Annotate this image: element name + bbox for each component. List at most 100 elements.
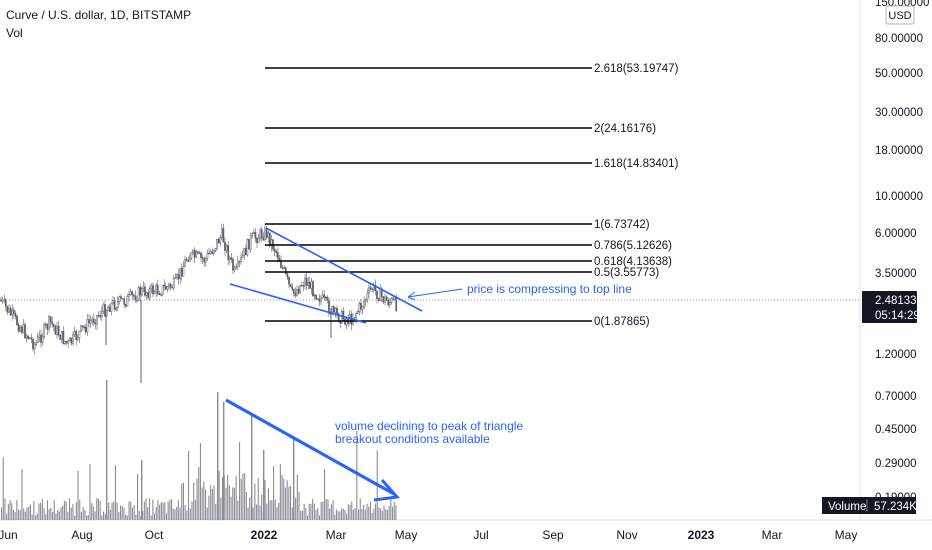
volume-bar	[103, 511, 105, 520]
price-note-arrow	[407, 288, 463, 298]
candle-body	[259, 229, 262, 239]
triangle-bottom-line	[229, 283, 367, 324]
volume-bar	[206, 507, 208, 520]
volume-bar	[77, 470, 79, 520]
candle-body	[249, 235, 252, 250]
volume-bar	[140, 515, 142, 520]
candle-body	[252, 232, 255, 234]
volume-bar	[160, 502, 162, 520]
candle-body	[113, 300, 116, 310]
volume-bar	[329, 508, 331, 520]
volume-bar	[29, 504, 31, 520]
candle-body	[264, 227, 266, 241]
volume-bar	[141, 460, 143, 520]
candle-body	[132, 294, 135, 297]
candle-body	[153, 291, 156, 295]
candle-body	[83, 326, 86, 329]
symbol-title[interactable]: Curve / U.S. dollar, 1D, BITSTAMP	[6, 8, 192, 22]
candle-body	[137, 286, 140, 301]
volume-bar	[69, 498, 71, 520]
volume-bar	[60, 507, 62, 520]
volume-bar	[40, 502, 42, 520]
volume-bar	[84, 509, 86, 520]
candle-body	[281, 267, 284, 269]
candle-body	[161, 284, 164, 295]
volume-bar	[205, 489, 207, 520]
volume-bar	[278, 502, 280, 520]
candle-body	[292, 288, 295, 294]
volume-bar	[24, 511, 26, 520]
candle-body	[73, 330, 76, 335]
candle-body	[78, 330, 81, 339]
volume-bar	[244, 473, 246, 520]
candle-body	[92, 318, 95, 324]
volume-bar	[332, 500, 334, 520]
volume-bar	[393, 502, 395, 520]
candle-body	[254, 232, 257, 239]
candle-body	[374, 284, 377, 291]
candle-body	[112, 300, 114, 304]
candle-body	[68, 337, 71, 342]
volume-readout-label: Volume	[828, 501, 866, 513]
volume-bar	[218, 470, 220, 520]
volume-bar	[33, 501, 35, 520]
triangle-top-line	[265, 227, 423, 312]
price-tick-label: 18.00000	[875, 145, 923, 157]
candle-body	[80, 325, 82, 332]
volume-bar	[75, 502, 77, 520]
volume-bar	[89, 463, 91, 520]
volume-bar	[109, 509, 111, 520]
candle-body	[225, 245, 228, 252]
volume-bar	[101, 515, 103, 520]
candle-body	[24, 324, 26, 339]
candle-body	[20, 326, 23, 333]
candle-body	[358, 302, 361, 312]
candle-body	[91, 318, 94, 322]
volume-bar	[273, 466, 275, 520]
volume-bar	[368, 506, 370, 520]
volume-bar	[239, 441, 241, 520]
volume-bar	[237, 500, 239, 520]
candle-body	[88, 319, 90, 324]
candle-body	[145, 292, 148, 296]
candle-body	[340, 310, 343, 324]
candle-body	[289, 283, 292, 287]
volume-bar	[137, 474, 139, 520]
candle-body	[328, 300, 330, 314]
candle-body	[219, 237, 222, 244]
candle-body	[296, 288, 298, 297]
price-tick-label: 80.00000	[875, 33, 923, 45]
candle-body	[206, 252, 209, 259]
volume-bar	[125, 514, 127, 520]
volume-bar	[94, 511, 96, 520]
volume-trend-arrowhead	[373, 479, 400, 502]
time-tick-label: 2022	[251, 528, 278, 542]
candle-body	[147, 292, 150, 298]
candle-body	[32, 339, 34, 350]
volume-bar	[145, 498, 147, 520]
price-tick-label: 3.50000	[875, 268, 917, 280]
volume-bar	[300, 510, 302, 520]
volume-bar	[135, 514, 137, 520]
candle-body	[17, 324, 20, 332]
volume-bar	[254, 483, 256, 520]
volume-bar	[252, 507, 254, 520]
volume-bar	[352, 509, 354, 520]
volume-trend-arrow	[225, 398, 395, 496]
volume-bar	[225, 487, 227, 520]
candle-body	[131, 291, 134, 296]
candle-body	[12, 309, 15, 314]
volume-bar	[279, 464, 281, 520]
volume-bar	[1, 507, 3, 520]
candle-body	[230, 257, 233, 260]
price-tick-label: 10.00000	[875, 191, 923, 203]
volume-bar	[186, 510, 188, 520]
volume-indicator-label[interactable]: Vol	[6, 26, 23, 40]
volume-bar	[330, 504, 332, 520]
fib-level-label: 1.618(14.83401)	[594, 158, 679, 170]
volume-bar	[177, 499, 179, 520]
candle-body	[148, 288, 151, 298]
candle-body	[198, 252, 201, 254]
volume-bar	[369, 501, 371, 520]
